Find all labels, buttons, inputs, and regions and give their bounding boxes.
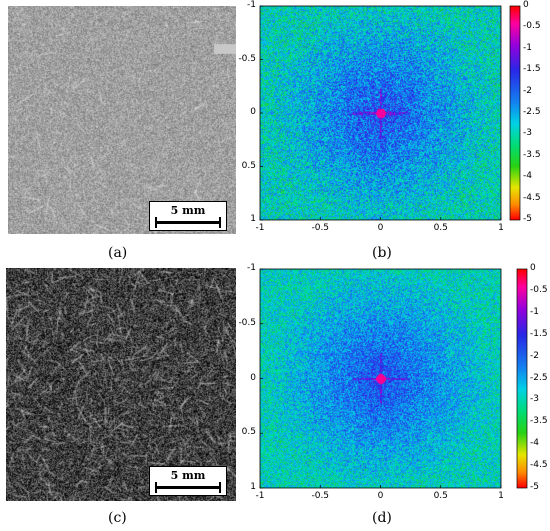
colorbar-tick-label: -5	[530, 482, 539, 492]
colorbar-tick-label: -3	[530, 394, 539, 405]
fft-heatmap	[260, 6, 501, 220]
colorbar-tick-label: -1	[530, 306, 539, 317]
colorbar-tick-label: -2.5	[523, 107, 541, 117]
colorbar-tick-label: -3	[523, 128, 532, 139]
y-tick-label: 0	[250, 107, 256, 117]
y-tick-label: -0.5	[238, 317, 256, 328]
x-tick-label: -1	[255, 491, 265, 501]
colorbar-tick-label: -4	[530, 438, 539, 449]
y-tick-label: 0	[250, 372, 256, 383]
scale-bar-label: 5 mm	[170, 204, 206, 217]
fft-heatmap	[260, 269, 501, 488]
x-tick-label: 0	[377, 223, 384, 233]
colorbar-tick-label: -1.5	[523, 64, 541, 75]
x-tick-label: -0.5	[311, 491, 330, 501]
panel-label-a: (a)	[108, 245, 128, 261]
colorbar-tick-label: -1.5	[530, 328, 548, 339]
colorbar-tick-label: -5	[523, 214, 532, 224]
micrograph-c	[6, 268, 236, 501]
colorbar-frame	[509, 5, 521, 221]
x-tick-label: 0.5	[433, 491, 448, 501]
colorbar-tick-label: -1	[523, 42, 532, 53]
colorbar-frame	[516, 268, 528, 489]
scale-bar-a: 5 mm	[149, 201, 227, 231]
x-tick-label: 1	[498, 491, 504, 501]
colorbar	[517, 269, 527, 488]
colorbar	[510, 6, 520, 220]
x-tick-label: 0.5	[433, 223, 448, 233]
x-tick-label: -1	[255, 223, 265, 233]
colorbar-tick-label: 0	[530, 263, 536, 273]
colorbar-tick-label: 0	[523, 0, 529, 10]
colorbar-tick-label: -0.5	[523, 21, 541, 32]
plot-frame	[259, 268, 502, 489]
y-tick-label: 0.5	[241, 427, 256, 438]
colorbar-tick-label: -2	[523, 85, 532, 96]
y-tick-label: 0.5	[241, 160, 256, 171]
scale-bar-label: 5 mm	[170, 469, 206, 482]
colorbar-tick-label: -0.5	[530, 284, 548, 295]
x-tick-label: 1	[498, 223, 504, 233]
colorbar-tick-label: -4.5	[530, 460, 548, 471]
y-tick-label: -1	[247, 0, 256, 10]
colorbar-tick-label: -2.5	[530, 372, 548, 383]
y-tick-label: 1	[250, 482, 256, 492]
colorbar-tick-label: -4.5	[523, 192, 541, 203]
x-tick-label: -0.5	[311, 223, 330, 233]
colorbar-tick-label: -2	[530, 350, 539, 361]
micrograph-a	[8, 6, 236, 234]
y-tick-label: -0.5	[238, 53, 256, 64]
panel-label-b: (b)	[372, 245, 392, 261]
colorbar-tick-label: -3.5	[530, 416, 548, 427]
scale-bar-c: 5 mm	[149, 466, 227, 496]
colorbar-tick-label: -3.5	[523, 149, 541, 160]
x-tick-label: 0	[377, 491, 384, 501]
panel-label-c: (c)	[108, 510, 127, 526]
y-tick-label: -1	[247, 263, 256, 273]
panel-label-d: (d)	[372, 510, 392, 526]
colorbar-tick-label: -4	[523, 171, 532, 182]
y-tick-label: 1	[250, 214, 256, 224]
